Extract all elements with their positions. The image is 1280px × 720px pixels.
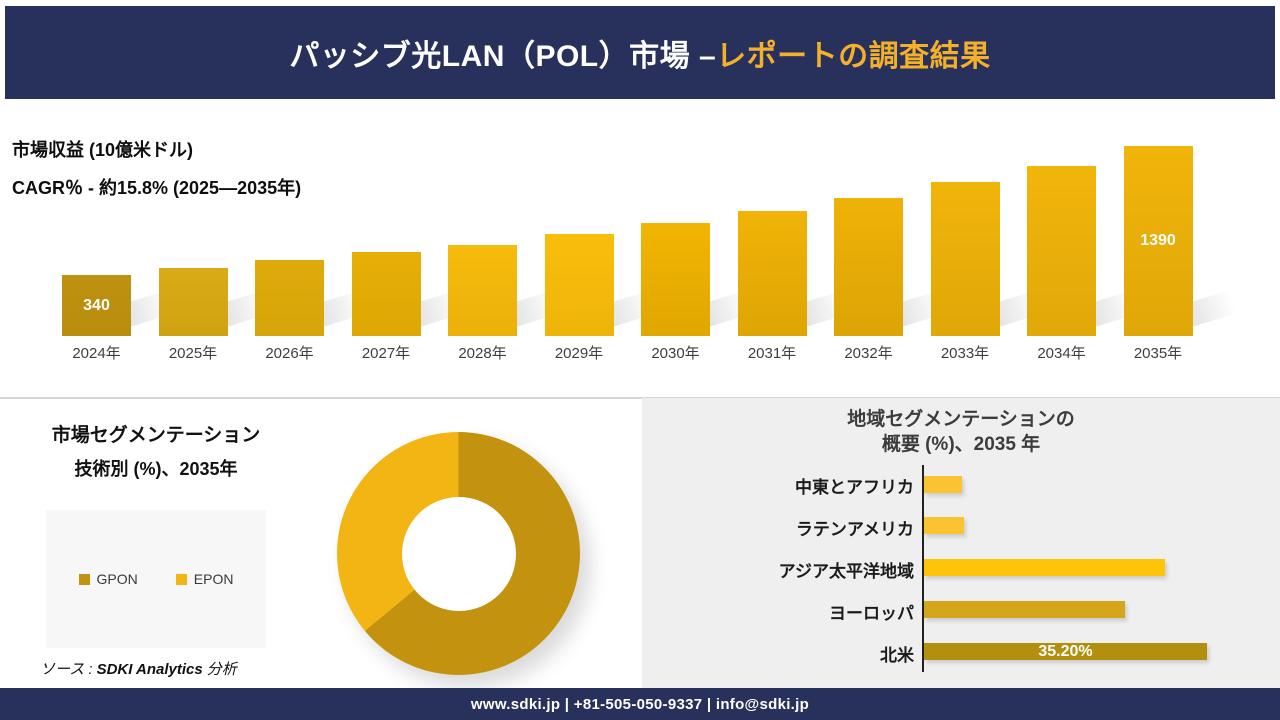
revenue-bar-group: 2028年 [448, 99, 561, 397]
revenue-bar-group: 1390 2035年 [1123, 99, 1237, 397]
header-banner: パッシブ光LAN（POL）市場 –レポートの調査結果 [5, 6, 1275, 99]
revenue-bar-year-label: 2027年 [361, 345, 411, 362]
page-title-main: パッシブ光LAN（POL）市場 – [289, 39, 717, 73]
regional-axis-line [922, 465, 924, 672]
revenue-bar-value: 1390 [1140, 232, 1176, 249]
revenue-bar-year-label: 2031年 [747, 345, 797, 362]
revenue-bar-year-label: 2028年 [458, 345, 507, 362]
technology-title-line2: 技術別 (%)、2035年 [74, 459, 238, 479]
revenue-bar-group: 2032年 [834, 99, 947, 397]
source-note: ソース : SDKI Analytics 分析 [40, 658, 237, 679]
revenue-bar [62, 275, 131, 336]
regional-bar [924, 517, 964, 535]
regional-row-label: アジア太平洋地域 [778, 561, 914, 581]
revenue-bar [641, 223, 710, 336]
regional-bar: 35.20% [924, 642, 1207, 661]
regional-title-line1: 地域セグメンテーションの [847, 409, 1075, 430]
revenue-bar-year-label: 2033年 [940, 345, 990, 362]
legend-item-gpon: GPON [78, 571, 138, 587]
revenue-bar-group: 340 2024年 [62, 99, 175, 397]
gpon-legend-swatch [78, 573, 90, 585]
revenue-bar-year-label: 2024年 [72, 345, 121, 362]
source-suffix: 分析 [206, 661, 237, 678]
revenue-bar [1123, 146, 1193, 336]
revenue-bar-group: 2027年 [351, 99, 465, 397]
regional-bar [924, 601, 1125, 619]
revenue-bar-year-label: 2029年 [554, 345, 604, 362]
revenue-bar [1027, 166, 1096, 336]
gpon-legend-label: GPON [96, 571, 138, 587]
revenue-bar-group: 2031年 [737, 99, 851, 397]
revenue-bar [255, 260, 324, 336]
source-brand: SDKI Analytics [96, 661, 203, 678]
section-divider [0, 397, 1280, 399]
revenue-bar-group: 2034年 [1027, 99, 1140, 397]
revenue-bar [158, 268, 228, 336]
regional-bar [924, 559, 1165, 577]
footer-bar: www.sdki.jp | +81-505-050-9337 | info@sd… [0, 688, 1280, 720]
revenue-bar-year-label: 2035年 [1133, 345, 1183, 362]
regional-row-label: ヨーロッパ [829, 603, 914, 623]
source-prefix: ソース : [40, 661, 93, 678]
regional-section-panel: 地域セグメンテーションの 概要 (%)、2035 年 中東とアフリカ ラテンアメリ… [642, 398, 1280, 688]
revenue-metric-label: 市場収益 (10億米ドル) [12, 140, 194, 160]
revenue-bar-value: 340 [83, 296, 110, 314]
revenue-bar-group: 2026年 [255, 99, 368, 397]
revenue-bar-group: 2025年 [158, 99, 272, 397]
revenue-bar [448, 245, 517, 336]
regional-row-label: ラテンアメリカ [795, 519, 914, 539]
revenue-bar-year-label: 2034年 [1037, 345, 1086, 362]
revenue-bar-year-label: 2025年 [168, 345, 218, 362]
regional-row-label: 中東とアフリカ [795, 478, 914, 497]
regional-row-label: 北米 [880, 645, 914, 665]
epon-legend-label: EPON [193, 571, 234, 587]
epon-legend-swatch [175, 573, 187, 585]
regional-bar [924, 475, 962, 493]
revenue-bar [930, 182, 1000, 336]
revenue-bar-group: 2030年 [641, 99, 754, 397]
technology-title-line1: 市場セグメンテーション [51, 425, 261, 446]
regional-bar-value-label: 35.20% [1038, 642, 1093, 660]
donut-hole [401, 496, 516, 611]
revenue-bar-year-label: 2026年 [265, 345, 314, 362]
technology-donut-chart [337, 432, 580, 675]
legend-item-epon: EPON [175, 571, 234, 587]
revenue-bar-year-label: 2032年 [844, 345, 893, 362]
revenue-bar-chart: 340 2024年 2025年 2026年 2027年 2028年 2029年 2030年 20… [0, 99, 1280, 397]
revenue-bar [834, 198, 903, 336]
revenue-bar-year-label: 2030年 [651, 345, 700, 362]
page-title-accent: レポートの調査結果 [716, 39, 991, 73]
revenue-bar [737, 211, 807, 336]
revenue-bar [544, 234, 614, 336]
footer-contact-text: www.sdki.jp | +81-505-050-9337 | info@sd… [470, 695, 810, 713]
revenue-cagr-label: CAGR％ - 約15.8% (2025―2035年) [12, 178, 302, 198]
page-title: パッシブ光LAN（POL）市場 –レポートの調査結果 [289, 31, 990, 75]
technology-legend-box: GPON EPON [46, 510, 266, 648]
revenue-bar-group: 2029年 [544, 99, 658, 397]
revenue-bar-group: 2033年 [930, 99, 1044, 397]
revenue-bar [351, 252, 421, 336]
regional-title-line2: 概要 (%)、2035 年 [881, 434, 1041, 455]
